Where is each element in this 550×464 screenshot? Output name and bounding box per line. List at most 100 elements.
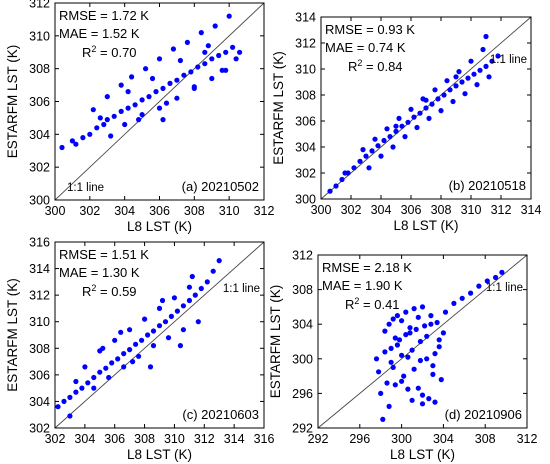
data-point — [440, 330, 446, 336]
x-axis-title: L8 LST (K) — [393, 218, 458, 233]
rmse-text: RMSE = 0.93 K — [325, 22, 415, 37]
data-point — [223, 67, 229, 73]
panel-c: 302 304 306 308 310 312 314 316 302 304 306 308 310 3… — [5, 236, 274, 463]
data-point — [202, 61, 208, 67]
data-point — [226, 13, 232, 19]
data-point — [484, 278, 490, 284]
data-point — [480, 46, 486, 53]
data-point — [118, 329, 124, 335]
x-axis-title: L8 LST (K) — [127, 219, 192, 234]
r2-value: = 0.70 — [96, 45, 136, 60]
data-point — [483, 63, 489, 69]
data-point — [432, 87, 438, 93]
data-point — [133, 341, 139, 347]
y-tick-label: 314 — [295, 11, 316, 25]
data-point — [67, 394, 73, 400]
data-point — [465, 75, 471, 81]
data-point — [97, 369, 103, 375]
data-point — [426, 396, 432, 402]
data-point — [91, 374, 97, 381]
data-point — [205, 43, 211, 49]
data-point — [407, 330, 413, 336]
y-tick-label: 304 — [29, 128, 50, 142]
y-tick-label: 310 — [29, 29, 50, 43]
y-tick-label: 304 — [292, 318, 313, 332]
data-point — [451, 300, 457, 306]
data-point — [142, 316, 148, 322]
x-tick-label: 306 — [104, 432, 125, 446]
data-point — [79, 385, 85, 391]
data-point — [73, 141, 79, 147]
data-point — [373, 356, 380, 362]
data-point — [90, 107, 96, 113]
rmse-text: RMSE = 1.72 K — [59, 8, 149, 23]
r2-symbol: R — [82, 284, 91, 299]
data-point — [372, 136, 378, 142]
data-point — [415, 385, 421, 391]
data-point — [394, 313, 400, 319]
data-point — [150, 328, 157, 334]
data-point — [388, 359, 394, 365]
data-point — [209, 56, 215, 62]
x-tick-label: 302 — [79, 204, 100, 218]
data-point — [380, 416, 386, 422]
r2-superscript: 2 — [354, 296, 359, 306]
data-point — [150, 343, 157, 349]
panel-label: (d) 20210906 — [445, 407, 522, 422]
data-point — [415, 314, 421, 320]
panel-a: 300 302 304 306 308 310 312 300 302 304 306 308 310 3… — [5, 0, 274, 234]
data-point — [167, 80, 173, 86]
data-point — [409, 397, 415, 403]
data-point — [160, 117, 166, 123]
x-tick-label: 306 — [401, 203, 422, 217]
x-tick-label: 308 — [431, 203, 452, 217]
y-tick-label: 300 — [29, 194, 50, 208]
y-tick-label: 300 — [292, 352, 313, 366]
data-point — [174, 77, 180, 83]
r2-text: R2 = 0.59 — [82, 283, 137, 299]
data-point — [366, 165, 372, 171]
data-point — [381, 137, 387, 144]
data-point — [104, 94, 110, 100]
x-axis-title: L8 LST (K) — [390, 447, 455, 462]
y-tick-label: 296 — [292, 387, 313, 401]
y-tick-label: 308 — [29, 342, 50, 356]
data-point — [438, 108, 444, 114]
data-point — [436, 344, 442, 350]
data-point — [136, 353, 142, 359]
data-point — [489, 58, 495, 64]
data-point — [413, 326, 419, 332]
data-points — [55, 258, 222, 419]
data-point — [61, 398, 67, 404]
data-point — [146, 94, 152, 100]
r2-superscript: 2 — [91, 283, 96, 293]
data-point — [342, 170, 348, 176]
data-point — [233, 56, 239, 62]
data-point — [85, 380, 91, 386]
data-point — [97, 115, 103, 121]
data-point — [436, 337, 442, 343]
plot-frame — [320, 16, 532, 200]
data-point — [387, 134, 393, 140]
data-point — [132, 102, 138, 108]
data-point — [171, 295, 177, 301]
data-point — [428, 321, 434, 327]
data-point — [162, 319, 169, 325]
data-point — [237, 49, 243, 55]
y-tick-label: 292 — [292, 422, 313, 436]
data-point — [392, 335, 398, 341]
plot-frame — [54, 241, 265, 429]
y-tick-label: 308 — [295, 89, 316, 103]
data-point — [382, 349, 388, 355]
x-tick-label: 300 — [311, 203, 332, 217]
data-point — [444, 78, 450, 84]
data-point — [462, 91, 468, 97]
data-point — [115, 356, 121, 362]
r2-superscript: 2 — [91, 44, 96, 54]
data-point — [476, 283, 482, 289]
data-point — [191, 84, 197, 90]
x-tick-label: 302 — [341, 203, 362, 217]
data-point — [403, 332, 409, 338]
data-point — [450, 98, 456, 105]
